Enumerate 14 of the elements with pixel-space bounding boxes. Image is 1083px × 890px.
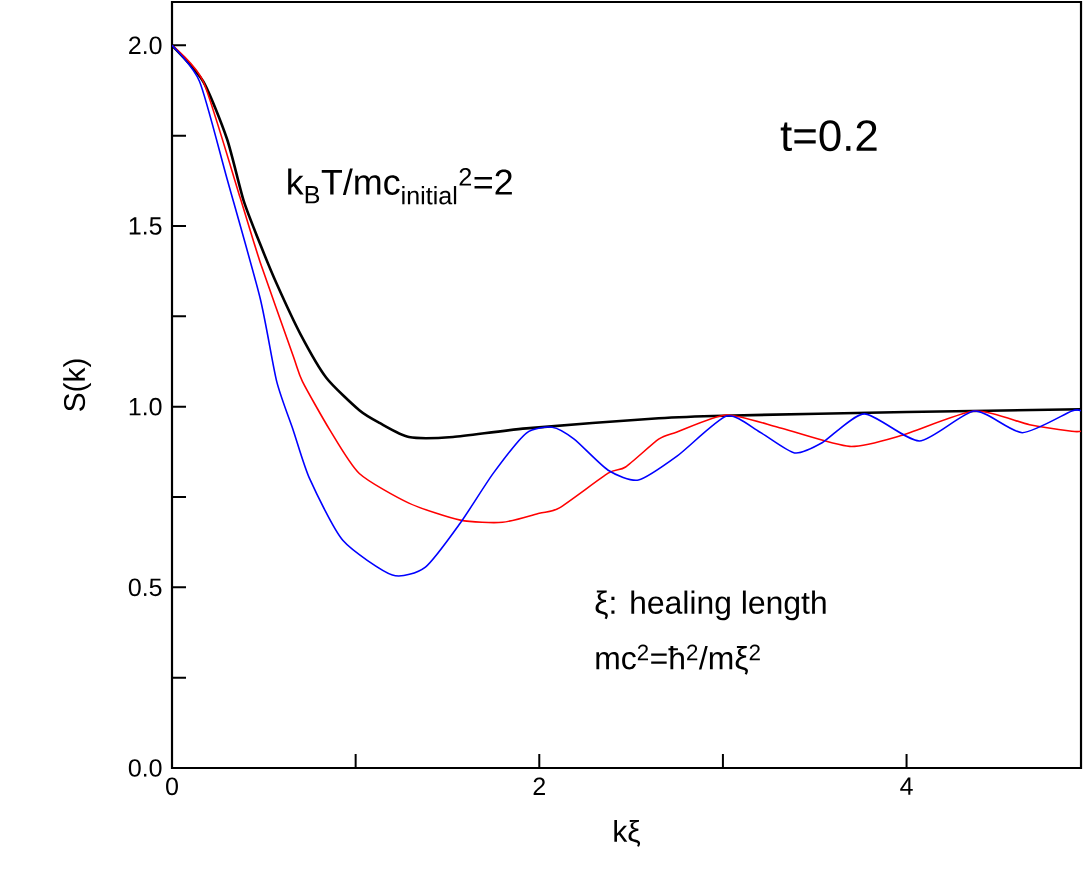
y-tick-label: 0.5 bbox=[128, 578, 162, 597]
y-tick-label: 2.0 bbox=[129, 36, 162, 55]
x-tick-label: 4 bbox=[900, 777, 913, 795]
y-tick-label: 0.0 bbox=[128, 759, 162, 777]
y-axis-title: S(k) bbox=[63, 359, 92, 412]
annotation: ξ: healing length bbox=[595, 590, 826, 621]
annotation: mc$^{2}$=ħ$^{2}$/mξ$^{2}$ bbox=[596, 644, 760, 675]
y-tick-label: 1.5 bbox=[129, 217, 162, 235]
x-tick-label: 2 bbox=[533, 777, 545, 795]
x-axis-title: kξ bbox=[614, 819, 641, 847]
annotation: t=0.2 bbox=[780, 120, 877, 152]
x-tick-label: 0 bbox=[166, 777, 178, 796]
y-tick-label: 1.0 bbox=[129, 397, 162, 416]
annotation: k$_{B}$T/mc$_{initial}$$^{2}$=2 bbox=[288, 168, 512, 205]
